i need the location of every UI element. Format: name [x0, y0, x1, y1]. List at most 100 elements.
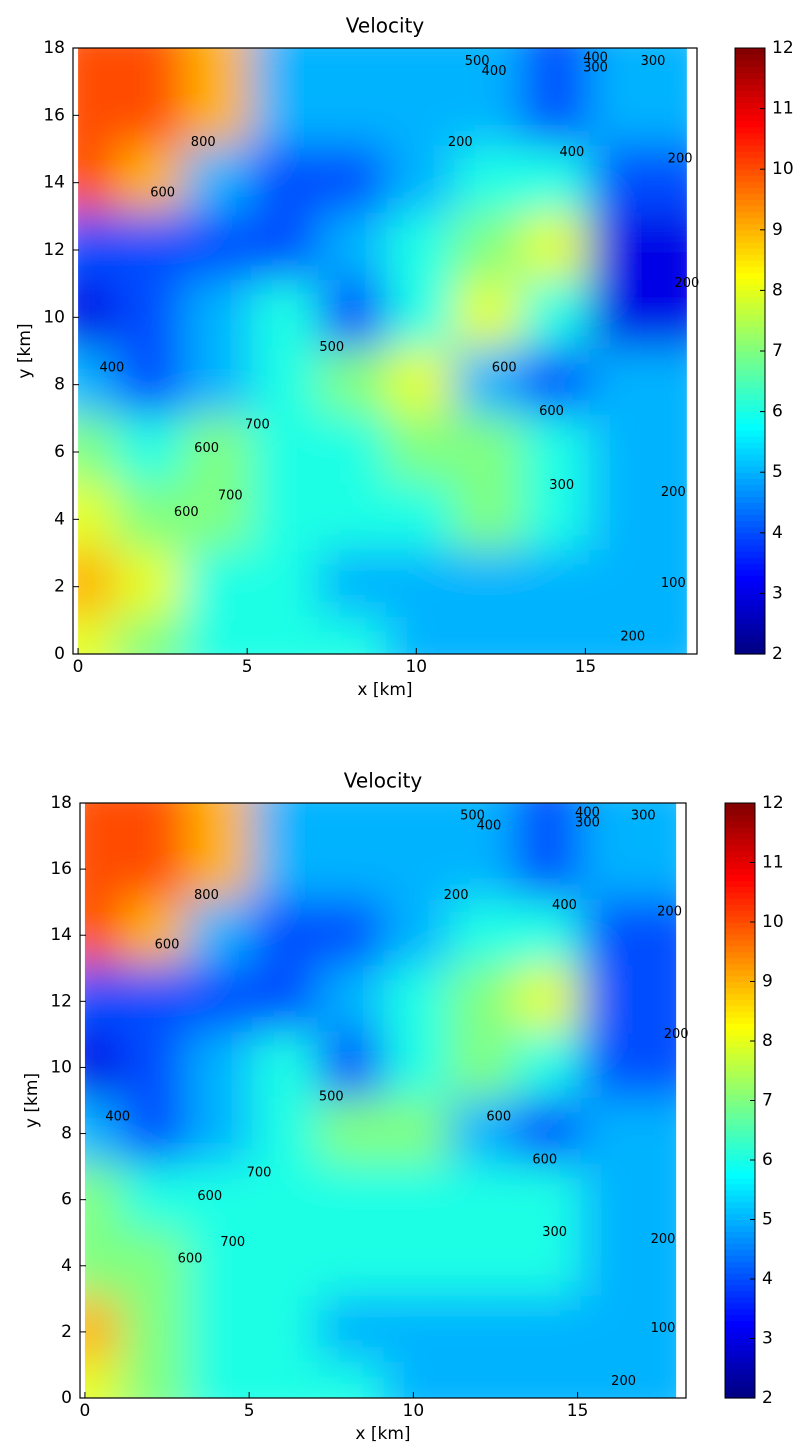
- y-tick-label: 14: [50, 925, 72, 945]
- plot-frame: [79, 802, 687, 1399]
- colorbar-tick-label: 6: [772, 402, 783, 422]
- contour-label: 200: [668, 152, 693, 167]
- y-tick-label: 2: [61, 1322, 72, 1342]
- contour-label: 800: [194, 888, 219, 903]
- contour-label: 200: [444, 888, 469, 903]
- contour-label: 300: [542, 1225, 567, 1240]
- contour-label: 600: [492, 360, 517, 375]
- contour-label: 400: [477, 819, 502, 834]
- contour-label: 400: [482, 64, 507, 79]
- x-tick-label: 10: [403, 1401, 425, 1421]
- colorbar-tick-label: 4: [762, 1269, 773, 1289]
- y-tick-label: 8: [61, 1124, 72, 1144]
- y-tick-label: 12: [50, 991, 72, 1011]
- contour-label: 600: [197, 1189, 222, 1204]
- contour-label: 700: [220, 1235, 245, 1250]
- contour-label: 400: [559, 145, 584, 160]
- contour-label: 600: [150, 185, 175, 200]
- y-tick-label: 10: [43, 307, 65, 327]
- y-tick-label: 6: [54, 442, 65, 462]
- contour-label: 200: [611, 1374, 636, 1389]
- y-axis-label: y [km]: [22, 1073, 42, 1128]
- contour-label: 600: [174, 505, 199, 520]
- colorbar-tick-label: 11: [762, 853, 784, 873]
- contour-label: 500: [319, 1090, 344, 1105]
- heatmap-cells: [78, 48, 687, 654]
- y-tick-label: 16: [43, 105, 65, 125]
- contour-label: 300: [641, 54, 666, 69]
- colorbar-tick-label: 5: [762, 1210, 773, 1230]
- y-tick-label: 10: [50, 1057, 72, 1077]
- y-tick-label: 2: [54, 577, 65, 597]
- contour-label: 300: [575, 815, 600, 830]
- heatmap: [84, 803, 677, 1398]
- colorbar-tick-label: 3: [772, 583, 783, 603]
- y-tick-label: 4: [61, 1256, 72, 1276]
- x-tick-label: 5: [244, 1401, 255, 1421]
- chart-title: Velocity: [344, 769, 423, 793]
- colorbar-tick-label: 3: [762, 1329, 773, 1349]
- y-tick-label: 14: [43, 173, 65, 193]
- y-tick-label: 0: [54, 644, 65, 664]
- x-tick-label: 15: [575, 657, 597, 677]
- contour-label: 400: [583, 51, 608, 66]
- colorbar-tick-label: 7: [762, 1091, 773, 1111]
- colorbar-tick-label: 12: [762, 793, 784, 813]
- contour-label: 800: [191, 135, 216, 150]
- contour-label: 200: [657, 905, 682, 920]
- colorbar-tick-label: 6: [762, 1150, 773, 1170]
- contour-label: 600: [539, 404, 564, 419]
- chart-title: Velocity: [346, 14, 425, 38]
- contour-label: 200: [448, 135, 473, 150]
- contour-label: 200: [674, 276, 699, 291]
- colorbar-tick-label: 8: [762, 1031, 773, 1051]
- cell: [580, 803, 677, 900]
- colorbar-tick-label: 8: [772, 280, 783, 300]
- x-tick-label: 15: [567, 1401, 589, 1421]
- x-tick-label: 10: [405, 657, 427, 677]
- y-tick-label: 4: [54, 509, 65, 529]
- colorbar-tick-label: 11: [772, 99, 794, 119]
- contour-label: 500: [319, 340, 344, 355]
- contour-label: 500: [465, 54, 490, 69]
- colorbar-tick-label: 2: [772, 644, 783, 664]
- x-tick-label: 0: [80, 1401, 91, 1421]
- contour-label: 300: [631, 809, 656, 824]
- contour-label: 300: [549, 478, 574, 493]
- contour-label: 600: [178, 1252, 203, 1267]
- x-axis-label: x [km]: [355, 1424, 410, 1444]
- colorbar-tick-label: 9: [762, 972, 773, 992]
- contour-label: 600: [532, 1153, 557, 1168]
- x-tick-label: 5: [242, 657, 253, 677]
- contour-label: 200: [661, 485, 686, 500]
- colorbar: 2 3 4 5 6 7 8 9 10 11 12: [734, 38, 794, 664]
- colorbar-tick-label: 9: [772, 220, 783, 240]
- heatmap: [78, 48, 687, 654]
- contour-label: 600: [194, 441, 219, 456]
- contour-label: 400: [105, 1110, 130, 1125]
- y-tick-label: 12: [43, 240, 65, 260]
- y-tick-label: 16: [50, 859, 72, 879]
- cell: [589, 48, 687, 146]
- heatmap-cells: [84, 803, 677, 1398]
- contour-label: 700: [218, 488, 243, 503]
- colorbar-tick-label: 7: [772, 341, 783, 361]
- contour-label: 100: [661, 576, 686, 591]
- contour-label: 400: [552, 898, 577, 913]
- colorbar: 2 3 4 5 6 7 8 9 10 11 12: [724, 793, 784, 1408]
- colorbar-tick-label: 2: [762, 1388, 773, 1408]
- contour-label: 600: [155, 938, 180, 953]
- x-tick-label: 0: [73, 657, 84, 677]
- contour-label: 100: [651, 1321, 676, 1336]
- colorbar-tick-label: 12: [772, 38, 794, 58]
- colorbar-tick-label: 10: [772, 159, 794, 179]
- colorbar-tick-label: 4: [772, 523, 783, 543]
- contour-label: 700: [245, 418, 270, 433]
- y-tick-label: 8: [54, 375, 65, 395]
- y-tick-label: 6: [61, 1190, 72, 1210]
- x-axis-label: x [km]: [357, 680, 412, 700]
- contour-label: 400: [99, 360, 124, 375]
- colorbar-tick-label: 10: [762, 912, 784, 932]
- contour-label: 200: [620, 630, 645, 645]
- contour-label: 500: [460, 809, 485, 824]
